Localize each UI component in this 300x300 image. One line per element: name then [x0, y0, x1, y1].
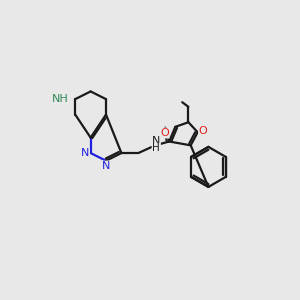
- Text: N: N: [81, 148, 89, 158]
- Text: NH: NH: [52, 94, 68, 104]
- Text: O: O: [160, 128, 169, 138]
- Text: N: N: [152, 136, 160, 146]
- Text: H: H: [152, 143, 160, 153]
- Text: N: N: [102, 161, 110, 171]
- Text: O: O: [199, 127, 207, 136]
